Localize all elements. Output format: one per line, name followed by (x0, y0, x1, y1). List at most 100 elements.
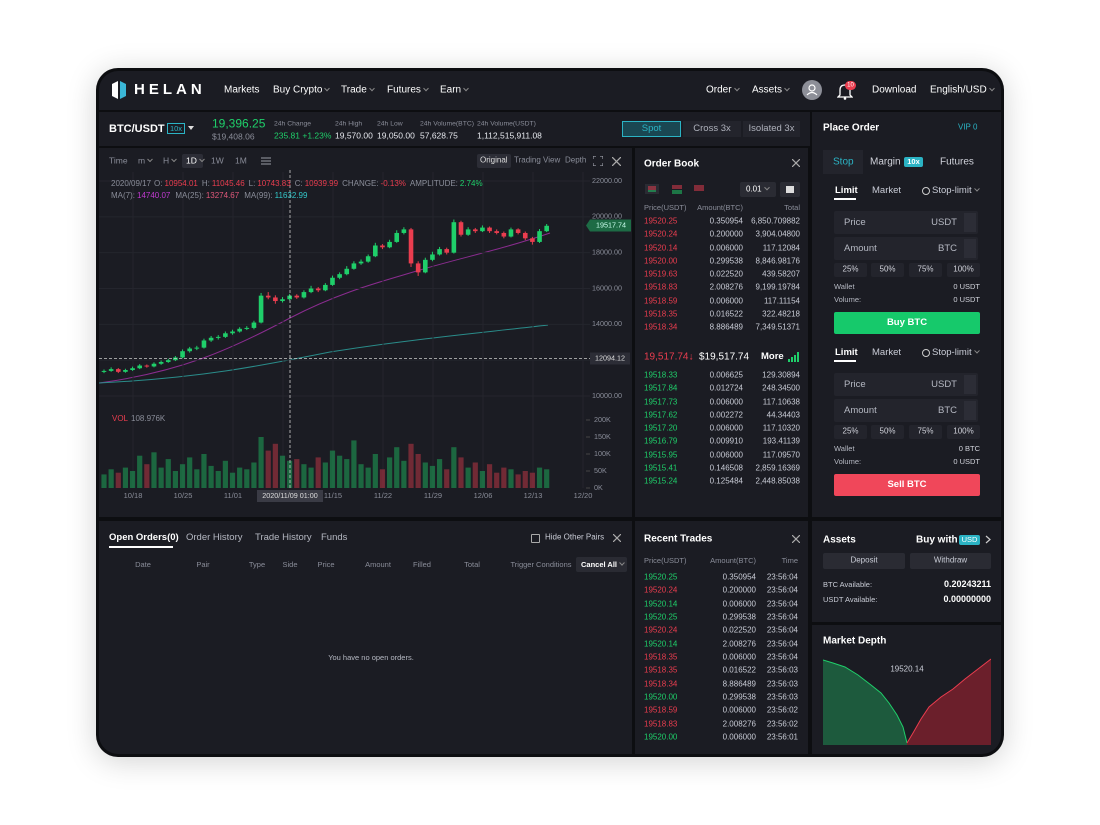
balance-value: 0.00000000 (943, 594, 991, 605)
close-icon[interactable] (613, 534, 621, 542)
sell-button[interactable] (834, 474, 980, 496)
more-link[interactable]: More (761, 350, 784, 362)
order-tab[interactable]: Margin (870, 156, 901, 168)
stepper (964, 213, 976, 232)
input-field[interactable] (834, 237, 978, 260)
close-icon[interactable] (612, 157, 621, 166)
ask-cell: 9,199.19784 (755, 282, 801, 292)
trade-amount: 0.350954 (722, 572, 756, 582)
vol-value: 108.976K (131, 414, 166, 423)
nav-item[interactable]: Markets (224, 84, 260, 96)
ask-cell: 0.350954 (709, 216, 743, 226)
volume-bar (337, 455, 343, 488)
close-icon[interactable] (792, 159, 800, 167)
locale-select[interactable]: English/USD (930, 85, 994, 96)
percent-label: 75% (917, 426, 934, 436)
percent-button[interactable] (834, 425, 867, 439)
bid-cell: 44.34403 (766, 410, 800, 420)
percent-button[interactable] (871, 263, 904, 277)
trade-price: 19520.14 (644, 639, 678, 649)
order-tab[interactable]: Futures (940, 156, 974, 168)
nav-item[interactable]: Trade (341, 85, 374, 96)
mode-button[interactable] (683, 121, 741, 137)
avatar[interactable] (802, 80, 822, 100)
bid-cell: 19516.79 (644, 436, 678, 446)
orders-tab[interactable]: Trade History (255, 531, 312, 543)
pair: BTC/USDT (109, 122, 165, 135)
percent-button[interactable] (909, 263, 942, 277)
order-type[interactable]: Market (872, 346, 902, 358)
bid-cell: 0.006000 (709, 397, 743, 407)
vol-tick-label: 0K (594, 483, 603, 492)
checkbox[interactable] (531, 534, 540, 543)
ask-cell: 0.299538 (709, 256, 743, 266)
toolbar-item[interactable]: 1W (211, 155, 224, 166)
hide-pairs[interactable]: Hide Other Pairs (545, 532, 605, 542)
bid-cell: 117.10638 (762, 397, 800, 407)
trade-price: 19518.83 (644, 719, 678, 729)
deposit-button[interactable] (823, 553, 905, 569)
input-field[interactable] (834, 373, 978, 396)
toolbar-item[interactable]: 1M (235, 155, 247, 166)
input-field[interactable] (834, 211, 978, 234)
bid-cell: 0.009910 (709, 436, 743, 446)
mode-button[interactable] (622, 121, 681, 137)
order-type[interactable]: Stop-limit (932, 347, 979, 358)
logo-text: HELAN (134, 80, 206, 98)
mode-button[interactable] (743, 121, 800, 137)
close-icon[interactable] (792, 535, 800, 543)
view-item[interactable]: Original (480, 155, 508, 165)
ask-cell: 19518.59 (644, 296, 678, 306)
leverage-box (167, 123, 185, 134)
x-tick-label: 12/20 (574, 491, 593, 500)
view-item[interactable]: Depth (565, 155, 587, 165)
orders-tab[interactable]: Order History (186, 531, 243, 543)
nav-item[interactable]: Earn (440, 85, 468, 96)
chevron-right[interactable] (985, 535, 991, 544)
percent-button[interactable] (947, 263, 980, 277)
ask-cell: 0.006000 (709, 296, 743, 306)
percent-button[interactable] (871, 425, 904, 439)
candle-body (180, 351, 185, 358)
volume-bar (479, 471, 486, 488)
percent-label: 75% (917, 264, 934, 274)
input-field[interactable] (834, 399, 978, 422)
chart-panel (99, 148, 632, 517)
pair-caret[interactable] (188, 126, 194, 130)
last-price-usd: $19,408.06 (212, 131, 255, 142)
volume-bar (401, 460, 407, 488)
toolbar-item[interactable]: 1D (186, 155, 204, 165)
volume-bar (215, 471, 221, 488)
nav-item[interactable]: Order (706, 85, 739, 96)
toolbar-item[interactable]: m (138, 155, 152, 165)
order-book-view-icons[interactable] (644, 183, 710, 195)
order-tab[interactable]: Stop (833, 156, 854, 168)
percent-button[interactable] (947, 425, 980, 439)
order-type[interactable]: Limit (835, 184, 858, 196)
volume-bar (365, 467, 371, 488)
chart-toolbar-icons[interactable] (260, 155, 272, 167)
ohlc-date: 2020/09/17 (111, 179, 152, 188)
buy-button[interactable] (834, 312, 980, 334)
download-link[interactable]: Download (872, 84, 917, 96)
nav-item[interactable]: Assets (752, 85, 789, 96)
percent-button[interactable] (834, 263, 867, 277)
orders-tab[interactable]: Open Orders(0) (109, 531, 179, 543)
toolbar-item[interactable]: H (163, 155, 176, 165)
candle-body (215, 336, 221, 338)
candle-body (394, 232, 400, 242)
order-type[interactable]: Stop-limit (932, 185, 979, 196)
orders-tab[interactable]: Funds (321, 531, 348, 543)
percent-button[interactable] (909, 425, 942, 439)
candle-body (401, 229, 407, 233)
order-type[interactable]: Market (872, 184, 902, 196)
nav-item[interactable]: Buy Crypto (273, 85, 329, 96)
nav-item[interactable]: Futures (387, 85, 428, 96)
candle-body (337, 274, 342, 278)
order-book-settings-icon[interactable] (780, 182, 800, 197)
buy-with[interactable]: Buy with (916, 534, 958, 546)
order-type[interactable]: Limit (835, 346, 858, 358)
candle-body (472, 229, 478, 232)
withdraw-button[interactable] (910, 553, 991, 569)
view-item[interactable]: Trading View (514, 155, 561, 165)
